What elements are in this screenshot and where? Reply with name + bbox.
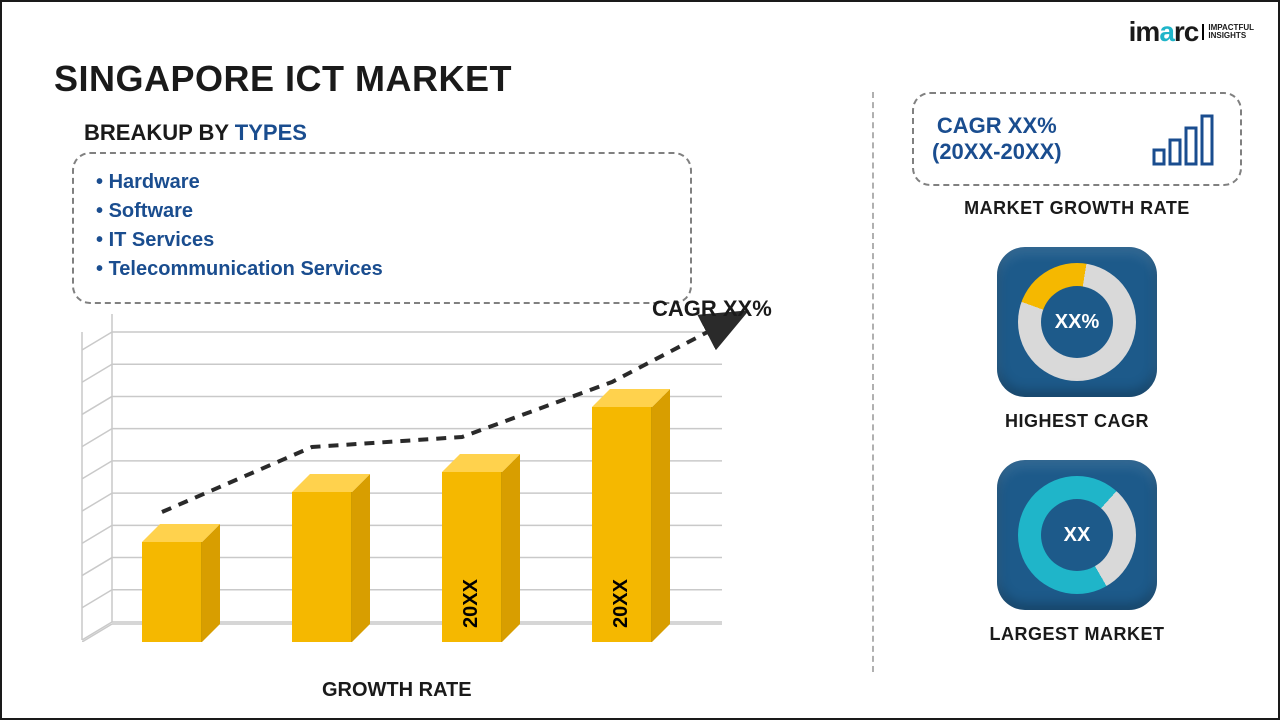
- bar-year-label: 20XX: [460, 579, 483, 628]
- vertical-divider: [872, 92, 874, 672]
- brand-logo: imarc IMPACTFUL INSIGHTS: [1129, 16, 1254, 48]
- types-box: Hardware Software IT Services Telecommun…: [72, 152, 692, 304]
- types-list: Hardware Software IT Services Telecommun…: [96, 168, 668, 284]
- largest-market-card: XX: [997, 460, 1157, 610]
- page-title: SINGAPORE ICT MARKET: [54, 58, 512, 100]
- donut-chart-highest-cagr: XX%: [1018, 263, 1136, 381]
- donut-center-value: XX%: [1041, 286, 1113, 358]
- bar-growth-icon: [1150, 110, 1222, 168]
- market-growth-rate-label: MARKET GROWTH RATE: [912, 198, 1242, 219]
- side-panel: CAGR XX% (20XX-20XX) MARKET GROWTH RATE …: [912, 92, 1242, 645]
- cagr-summary-text: CAGR XX% (20XX-20XX): [932, 113, 1062, 166]
- highest-cagr-card: XX%: [997, 247, 1157, 397]
- list-item: Software: [96, 197, 668, 226]
- cagr-summary-box: CAGR XX% (20XX-20XX): [912, 92, 1242, 186]
- list-item: Telecommunication Services: [96, 255, 668, 284]
- cagr-arrow-label: CAGR XX%: [652, 296, 772, 322]
- breakup-subtitle: BREAKUP BY TYPES: [84, 120, 307, 146]
- list-item: IT Services: [96, 226, 668, 255]
- bar: [292, 492, 352, 642]
- logo-text: imarc: [1129, 16, 1199, 48]
- largest-market-label: LARGEST MARKET: [912, 624, 1242, 645]
- bar-year-label: 20XX: [610, 579, 633, 628]
- bar: 20XX: [442, 472, 502, 642]
- bar: [142, 542, 202, 642]
- x-axis-label: GROWTH RATE: [322, 679, 472, 702]
- growth-chart: 20XX 20XX CAGR XX% GROWTH RATE: [62, 332, 782, 672]
- highest-cagr-label: HIGHEST CAGR: [912, 411, 1242, 432]
- bars-container: 20XX 20XX: [102, 362, 722, 642]
- donut-chart-largest-market: XX: [1018, 476, 1136, 594]
- list-item: Hardware: [96, 168, 668, 197]
- bar: 20XX: [592, 407, 652, 642]
- logo-tagline: IMPACTFUL INSIGHTS: [1202, 24, 1254, 40]
- donut-center-value: XX: [1041, 499, 1113, 571]
